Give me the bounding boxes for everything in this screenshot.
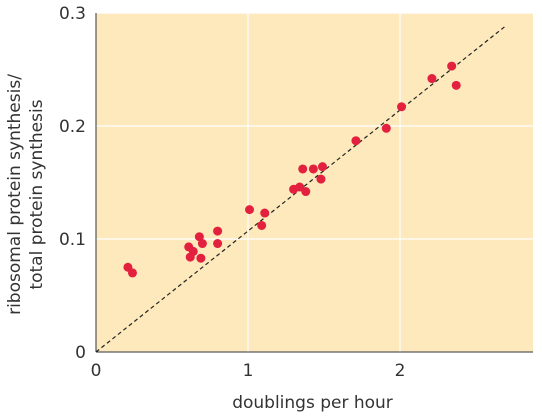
x-tick-label: 0 xyxy=(91,361,102,381)
point xyxy=(317,162,327,172)
y-tick-label: 0 xyxy=(75,343,86,363)
point xyxy=(185,252,195,262)
point xyxy=(351,136,361,146)
point xyxy=(308,164,318,174)
point xyxy=(213,239,223,249)
y-tick-label: 0.2 xyxy=(59,117,86,137)
point xyxy=(194,232,204,242)
x-tick-label: 2 xyxy=(395,361,406,381)
point xyxy=(196,253,206,263)
point xyxy=(260,208,270,218)
point xyxy=(298,164,308,174)
point xyxy=(197,239,207,249)
point xyxy=(257,220,267,230)
point xyxy=(245,205,255,215)
point xyxy=(447,61,457,71)
point xyxy=(381,123,391,133)
point xyxy=(397,102,407,112)
point xyxy=(127,268,137,278)
x-axis-label: doublings per hour xyxy=(232,393,393,413)
x-tick-label: 1 xyxy=(243,361,254,381)
y-axis-label: total protein synthesis xyxy=(27,99,47,289)
point xyxy=(451,80,461,90)
point xyxy=(427,74,437,84)
point xyxy=(213,226,223,236)
plot-background xyxy=(96,13,533,352)
y-tick-label: 0.3 xyxy=(59,4,86,24)
y-axis-label: ribosomal protein synthesis/ xyxy=(5,74,25,315)
y-tick-label: 0.1 xyxy=(59,230,86,250)
point xyxy=(301,187,311,197)
point xyxy=(316,174,326,184)
